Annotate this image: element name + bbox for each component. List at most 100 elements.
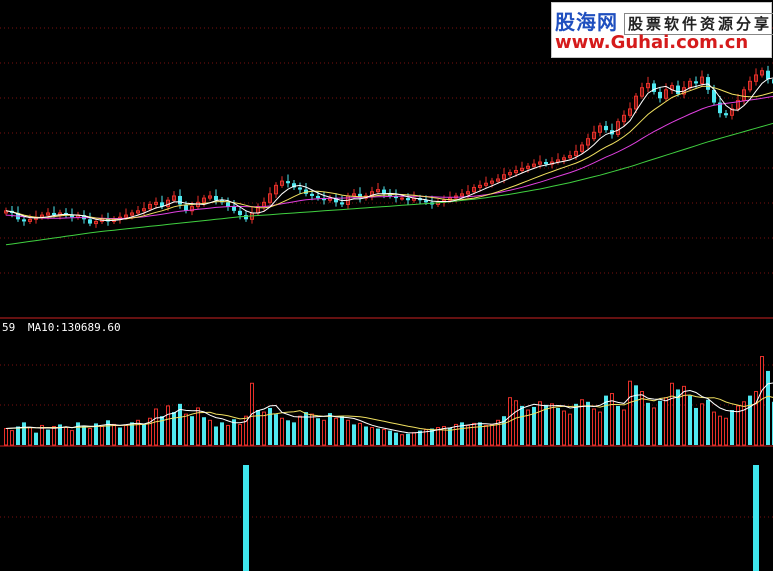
volume-bar-down — [388, 430, 392, 445]
candle-up — [748, 80, 752, 91]
candle-down — [358, 193, 362, 199]
volume-bar-up — [580, 399, 584, 446]
volume-ma-readout: 59 MA10:130689.60 — [2, 321, 121, 334]
volume-bar-up — [664, 397, 668, 446]
candle-up — [616, 121, 620, 135]
volume-bar-up — [472, 422, 476, 446]
volume-bar-up — [562, 410, 566, 446]
candle-up — [28, 218, 32, 222]
candle-down — [286, 181, 290, 184]
volume-bar-down — [544, 404, 548, 445]
candle-up — [142, 208, 146, 212]
candle-down — [298, 187, 302, 190]
candle-down — [238, 210, 242, 216]
volume-bar-down — [460, 422, 464, 445]
candle-up — [664, 89, 668, 99]
volume-bar-up — [496, 419, 500, 446]
candle-down — [604, 125, 608, 131]
volume-bar-down — [748, 395, 752, 445]
candle-down — [22, 219, 26, 222]
volume-bar-up — [208, 419, 212, 446]
candle-down — [226, 202, 230, 207]
volume-bar-down — [574, 403, 578, 445]
volume-bar-up — [442, 425, 446, 446]
volume-bar-up — [436, 427, 440, 446]
volume-bar-down — [214, 426, 218, 445]
candle-up — [562, 157, 566, 161]
candle-up — [478, 184, 482, 188]
volume-bar-down — [220, 422, 224, 445]
candle-down — [382, 189, 386, 194]
guhai-logo[interactable]: 股海网 股票软件资源分享 www.Guhai.com.cn — [551, 2, 773, 58]
ma-short-line — [5, 77, 773, 222]
candle-up — [700, 76, 704, 84]
grid-layer — [0, 27, 773, 518]
volume-bar-up — [154, 408, 158, 446]
volume-bar-up — [724, 417, 728, 446]
candle-down — [178, 195, 182, 205]
candle-up — [490, 180, 494, 184]
candle-down — [424, 200, 428, 203]
volume-bar-up — [88, 428, 92, 446]
volume-bar-down — [292, 422, 296, 445]
signal-bar — [753, 465, 759, 571]
candle-up — [754, 74, 758, 82]
candle-down — [310, 193, 314, 196]
volume-bar-down — [364, 426, 368, 445]
volume-bar-down — [232, 419, 236, 445]
candle-down — [694, 81, 698, 84]
candle-up — [634, 95, 638, 110]
volume-bar-down — [178, 403, 182, 445]
candle-down — [406, 198, 410, 201]
volume-bar-up — [226, 424, 230, 446]
volume-bar-up — [244, 415, 248, 446]
volume-bar-up — [136, 419, 140, 446]
signal-panel[interactable] — [243, 465, 773, 571]
volume-bar-up — [670, 382, 674, 446]
volume-bar-down — [478, 422, 482, 445]
candle-down — [88, 219, 92, 224]
candle-up — [130, 212, 134, 216]
candle-up — [580, 144, 584, 152]
volume-bar-down — [556, 407, 560, 445]
candle-down — [658, 91, 662, 99]
candle-up — [136, 210, 140, 214]
volume-bar-down — [172, 412, 176, 445]
volume-bar-up — [568, 413, 572, 446]
volume-bar-down — [94, 423, 98, 445]
volume-bar-up — [454, 423, 458, 446]
volume-bar-up — [592, 408, 596, 446]
volume-bar-up — [310, 413, 314, 446]
volume-bar-up — [712, 411, 716, 446]
volume-bar-up — [742, 401, 746, 446]
volume-bar-down — [268, 407, 272, 445]
candle-up — [646, 82, 650, 89]
volume-bar-down — [340, 416, 344, 445]
volume-bar-up — [166, 405, 170, 446]
volume-bar-down — [766, 370, 770, 445]
volume-bar-up — [184, 413, 188, 446]
volume-panel[interactable] — [4, 356, 773, 446]
volume-bar-down — [16, 426, 20, 445]
volume-bar-down — [130, 422, 134, 445]
volume-bar-up — [52, 425, 56, 446]
candle-up — [520, 167, 524, 171]
candle-down — [316, 195, 320, 199]
price-panel[interactable] — [4, 65, 773, 246]
volume-bar-up — [238, 423, 242, 446]
candle-down — [52, 212, 56, 216]
logo-title-row: 股海网 股票软件资源分享 — [555, 6, 773, 35]
volume-bar-down — [46, 429, 50, 445]
candle-up — [124, 214, 128, 218]
candle-up — [274, 184, 278, 195]
volume-bar-down — [430, 428, 434, 445]
candle-up — [640, 87, 644, 97]
volume-bar-up — [682, 385, 686, 446]
volume-bar-down — [586, 401, 590, 445]
logo-url: www.Guhai.com.cn — [555, 32, 749, 53]
volume-bar-up — [334, 417, 338, 446]
volume-bar-up — [484, 424, 488, 446]
volume-bar-down — [634, 385, 638, 445]
ma10-value: 130689.60 — [61, 321, 121, 334]
